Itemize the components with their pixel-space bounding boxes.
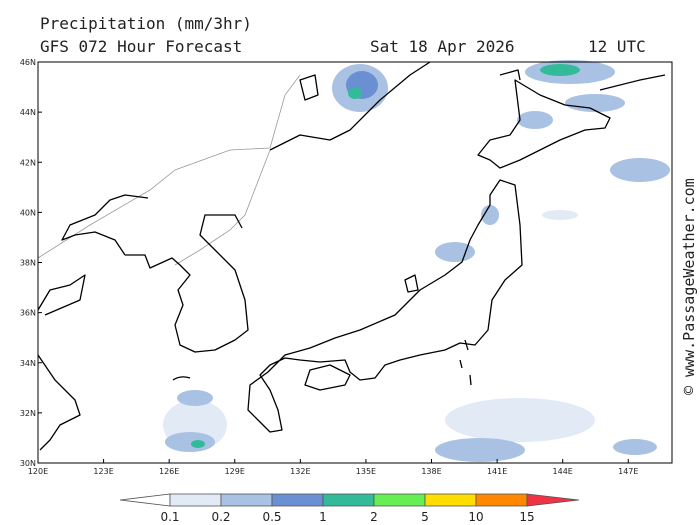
lat-tick-label: 30N (20, 459, 36, 468)
coastline (61, 194, 149, 256)
lon-tick-label: 123E (93, 467, 113, 476)
colorbar-end (526, 493, 580, 507)
coastline (304, 364, 351, 391)
colorbar-box (169, 493, 222, 507)
date: Sat 18 Apr 2026 (370, 37, 515, 56)
colorbar-box (322, 493, 375, 507)
lat-tick-label: 34N (20, 359, 36, 368)
coastlines (37, 61, 666, 451)
lat-tick-label: 36N (20, 309, 36, 318)
coastline (125, 214, 249, 353)
precip-area (165, 432, 215, 452)
lon-tick-label: 135E (356, 467, 376, 476)
lon-tick-label: 141E (487, 467, 507, 476)
colorbar-label: 15 (519, 510, 534, 524)
map-frame (37, 61, 673, 464)
coastline (172, 376, 191, 381)
precip-area (542, 210, 578, 220)
coastline (499, 69, 666, 91)
lon-tick-label: 138E (421, 467, 441, 476)
precip-area (481, 205, 499, 225)
colorbar-box (424, 493, 477, 507)
colorbar-label: 0.2 (211, 510, 230, 524)
coastline (269, 61, 431, 151)
colorbar-box (475, 493, 528, 507)
precip-area (435, 242, 475, 262)
lon-tick-label: 126E (159, 467, 179, 476)
precip-area (610, 158, 670, 182)
precip-area (517, 111, 553, 129)
precip-area (565, 94, 625, 112)
precip (163, 60, 670, 462)
coastline (37, 354, 81, 451)
model: GFS 072 Hour Forecast (40, 37, 242, 56)
coastline (404, 274, 472, 386)
precip-area (177, 390, 213, 406)
colorbar-box (220, 493, 273, 507)
colorbar-label: 0.1 (160, 510, 179, 524)
lat-tick-label: 40N (20, 208, 36, 217)
colorbar-end (119, 493, 171, 507)
colorbar-box (271, 493, 324, 507)
colorbar-label: 1 (319, 510, 327, 524)
colorbar-label: 5 (421, 510, 429, 524)
lon-tick-label: 129E (225, 467, 245, 476)
coastline (299, 74, 319, 101)
lat-tick-label: 44N (20, 108, 36, 117)
lat-tick-label: 46N (20, 58, 36, 67)
precip-area (348, 87, 362, 99)
precip-area (445, 398, 595, 442)
border (174, 149, 271, 266)
precip-area (540, 64, 580, 76)
lat-tick-label: 32N (20, 409, 36, 418)
colorbar-label: 10 (468, 510, 483, 524)
lat-tick-label: 42N (20, 158, 36, 167)
precip-area (435, 438, 525, 462)
lon-tick-label: 144E (553, 467, 573, 476)
time: 12 UTC (588, 37, 646, 56)
colorbar-label: 0.5 (262, 510, 281, 524)
precip-area (613, 439, 657, 455)
border (37, 74, 301, 259)
title: Precipitation (mm/3hr) (40, 14, 252, 33)
colorbar-label: 2 (370, 510, 378, 524)
watermark: © www.PassageWeather.com (680, 178, 698, 395)
coastline (37, 274, 86, 316)
coastline (247, 179, 523, 433)
colorbar-box (373, 493, 426, 507)
lat-tick-label: 38N (20, 259, 36, 268)
lon-tick-label: 120E (28, 467, 48, 476)
lon-tick-label: 132E (290, 467, 310, 476)
precip-area (191, 440, 205, 448)
lon-tick-label: 147E (618, 467, 638, 476)
colorbar: 0.1 0.2 0.5 1 2 5 10 15 (119, 493, 580, 524)
coastline (477, 79, 611, 169)
